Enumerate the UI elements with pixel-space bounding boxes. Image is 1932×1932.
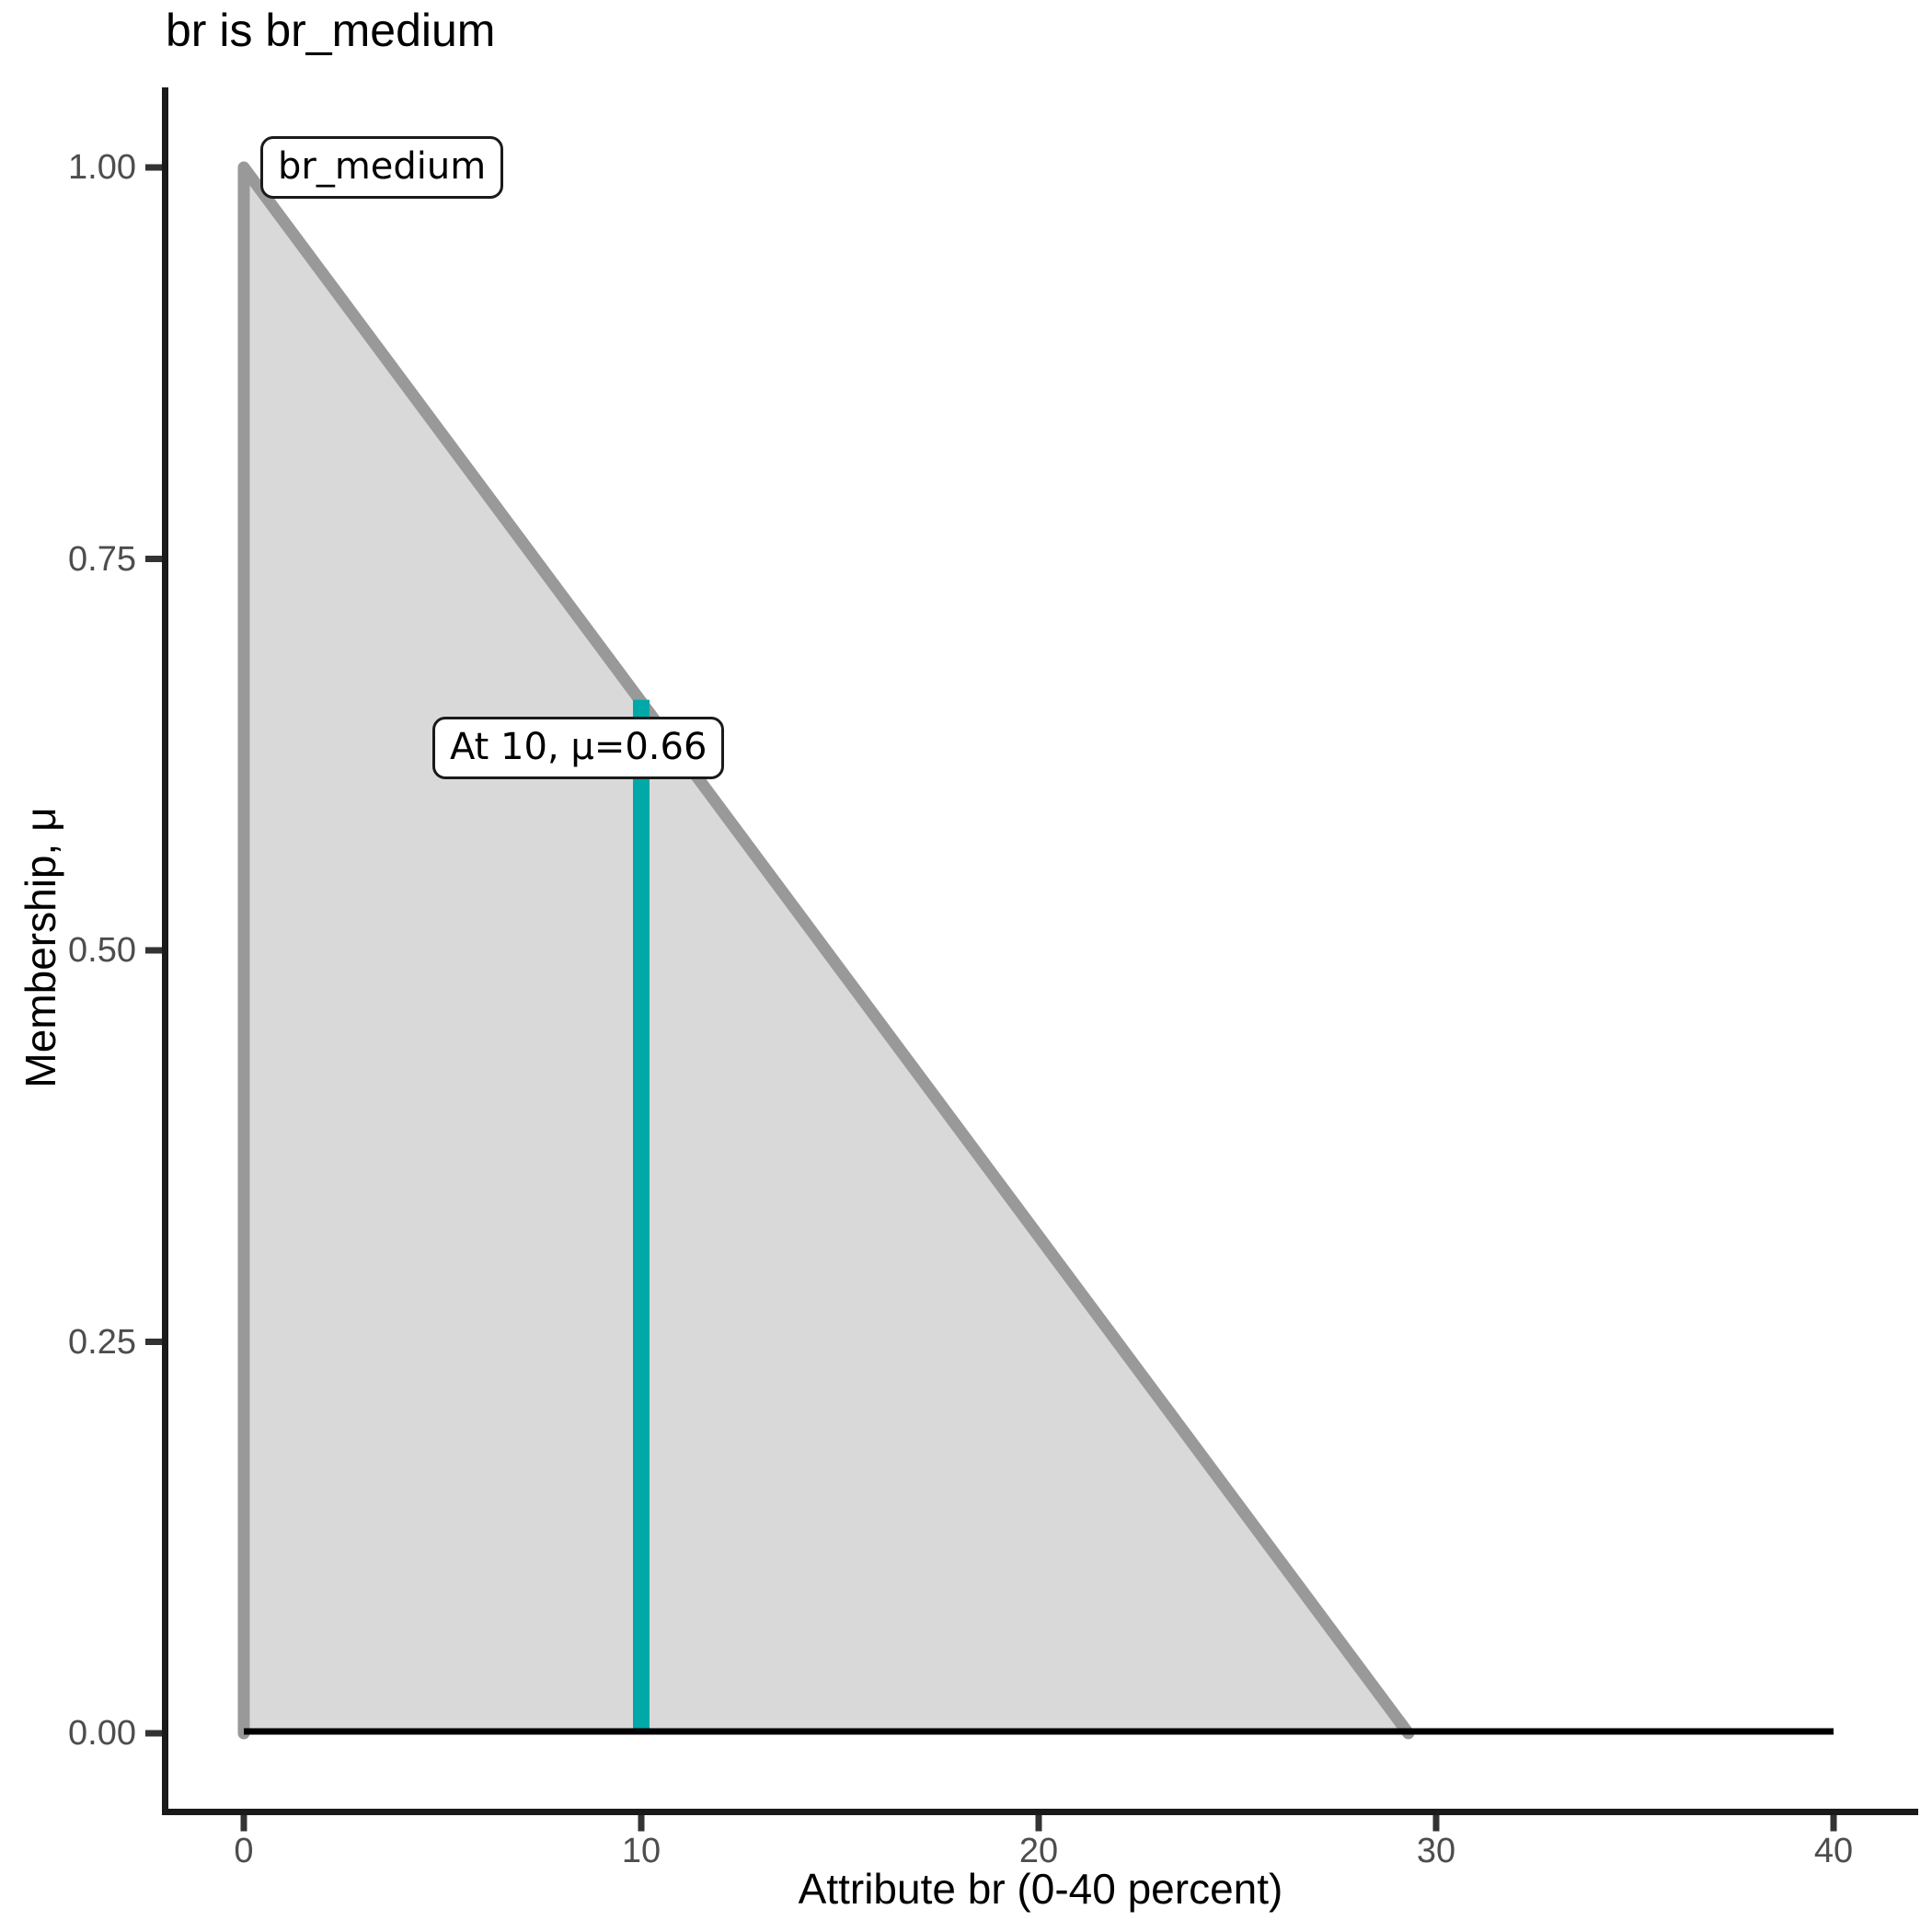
y-tick-label: 0.50 <box>68 931 136 970</box>
x-axis-title: Attribute br (0-40 percent) <box>798 1865 1283 1913</box>
y-tick-label: 0.75 <box>68 539 136 579</box>
membership-border <box>237 161 1415 1740</box>
x-tick-label: 20 <box>1018 1832 1059 1870</box>
y-tick-label: 0.25 <box>68 1322 136 1362</box>
x-tick-label: 40 <box>1813 1832 1854 1870</box>
x-tick-label: 10 <box>621 1832 661 1870</box>
chart-title: br is br_medium <box>166 5 496 56</box>
y-tick-label: 0.00 <box>68 1714 136 1753</box>
x-tick-label: 0 <box>234 1832 254 1870</box>
x-tick-label: 30 <box>1416 1832 1456 1870</box>
membership-area <box>244 167 1834 1733</box>
y-tick-label: 1.00 <box>68 148 136 187</box>
set-name-label: br_medium <box>260 136 504 199</box>
marker-value-label: At 10, μ=0.66 <box>432 717 725 779</box>
